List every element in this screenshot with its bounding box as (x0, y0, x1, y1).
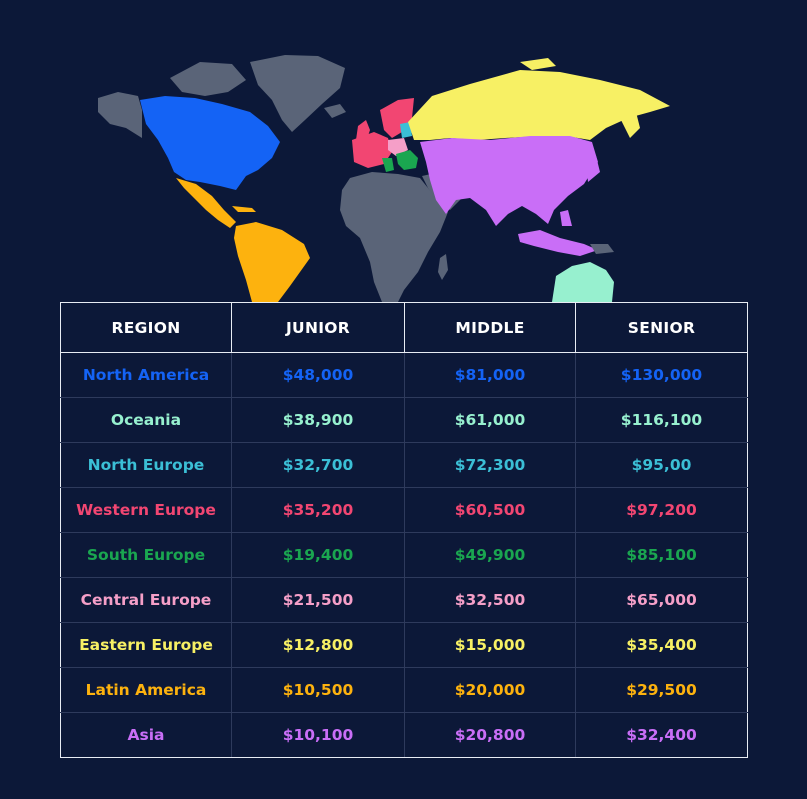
table-row: Asia $10,100 $20,800 $32,400 (60, 712, 748, 758)
cell-junior: $10,500 (231, 667, 405, 713)
cell-junior: $21,500 (231, 577, 405, 623)
table-body: North America $48,000 $81,000 $130,000 Ocean… (60, 352, 748, 758)
salary-table: REGION JUNIOR MIDDLE SENIOR North Americ… (60, 302, 748, 758)
cell-senior: $35,400 (575, 622, 748, 668)
map-philippines (560, 210, 572, 226)
cell-region: North Europe (60, 442, 232, 488)
map-central-america (176, 178, 236, 228)
map-alaska (98, 92, 142, 138)
map-scandinavia (380, 98, 414, 138)
map-asia (420, 136, 598, 226)
map-north-america (140, 96, 280, 190)
map-indonesia (518, 230, 598, 256)
map-south-europe-2 (382, 158, 394, 172)
table-row: Oceania $38,900 $61,000 $116,100 (60, 397, 748, 443)
cell-middle: $60,500 (404, 487, 576, 533)
map-png (590, 244, 614, 254)
table-row: Eastern Europe $12,800 $15,000 $35,400 (60, 622, 748, 668)
world-map (98, 55, 670, 302)
cell-middle: $20,000 (404, 667, 576, 713)
cell-junior: $35,200 (231, 487, 405, 533)
map-arctic-russia (520, 58, 556, 70)
map-south-america (234, 222, 310, 302)
map-south-europe (396, 150, 418, 170)
cell-middle: $15,000 (404, 622, 576, 668)
cell-senior: $29,500 (575, 667, 748, 713)
header-region: REGION (60, 302, 232, 353)
cell-middle: $49,900 (404, 532, 576, 578)
cell-region: Western Europe (60, 487, 232, 533)
cell-region: North America (60, 352, 232, 398)
map-madagascar (438, 254, 448, 280)
cell-middle: $72,300 (404, 442, 576, 488)
cell-middle: $32,500 (404, 577, 576, 623)
cell-middle: $20,800 (404, 712, 576, 758)
cell-junior: $19,400 (231, 532, 405, 578)
cell-region: Asia (60, 712, 232, 758)
map-north-europe (400, 122, 412, 138)
cell-senior: $65,000 (575, 577, 748, 623)
map-japan (586, 156, 600, 182)
table-row: South Europe $19,400 $49,900 $85,100 (60, 532, 748, 578)
map-kamchatka (620, 112, 640, 138)
map-western-europe (352, 132, 392, 168)
cell-middle: $81,000 (404, 352, 576, 398)
cell-senior: $95,00 (575, 442, 748, 488)
table-row: Western Europe $35,200 $60,500 $97,200 (60, 487, 748, 533)
cell-junior: $48,000 (231, 352, 405, 398)
map-eastern-europe (408, 70, 670, 140)
cell-junior: $12,800 (231, 622, 405, 668)
table-row: North Europe $32,700 $72,300 $95,00 (60, 442, 748, 488)
cell-senior: $130,000 (575, 352, 748, 398)
cell-region: Latin America (60, 667, 232, 713)
header-senior: SENIOR (575, 302, 748, 353)
table-row: Latin America $10,500 $20,000 $29,500 (60, 667, 748, 713)
cell-senior: $97,200 (575, 487, 748, 533)
map-africa (340, 172, 448, 302)
map-caribbean (232, 206, 256, 212)
header-junior: JUNIOR (231, 302, 405, 353)
table-row: North America $48,000 $81,000 $130,000 (60, 352, 748, 398)
cell-junior: $38,900 (231, 397, 405, 443)
cell-junior: $10,100 (231, 712, 405, 758)
cell-junior: $32,700 (231, 442, 405, 488)
map-central-europe (388, 138, 408, 156)
table-header-row: REGION JUNIOR MIDDLE SENIOR (60, 302, 748, 353)
cell-senior: $32,400 (575, 712, 748, 758)
cell-region: South Europe (60, 532, 232, 578)
cell-middle: $61,000 (404, 397, 576, 443)
header-middle: MIDDLE (404, 302, 576, 353)
cell-region: Oceania (60, 397, 232, 443)
map-arctic-islands (170, 62, 246, 96)
cell-senior: $116,100 (575, 397, 748, 443)
cell-region: Central Europe (60, 577, 232, 623)
cell-senior: $85,100 (575, 532, 748, 578)
map-iceland (324, 104, 346, 118)
map-australia (552, 262, 614, 302)
map-greenland (250, 55, 345, 132)
table-row: Central Europe $21,500 $32,500 $65,000 (60, 577, 748, 623)
cell-region: Eastern Europe (60, 622, 232, 668)
